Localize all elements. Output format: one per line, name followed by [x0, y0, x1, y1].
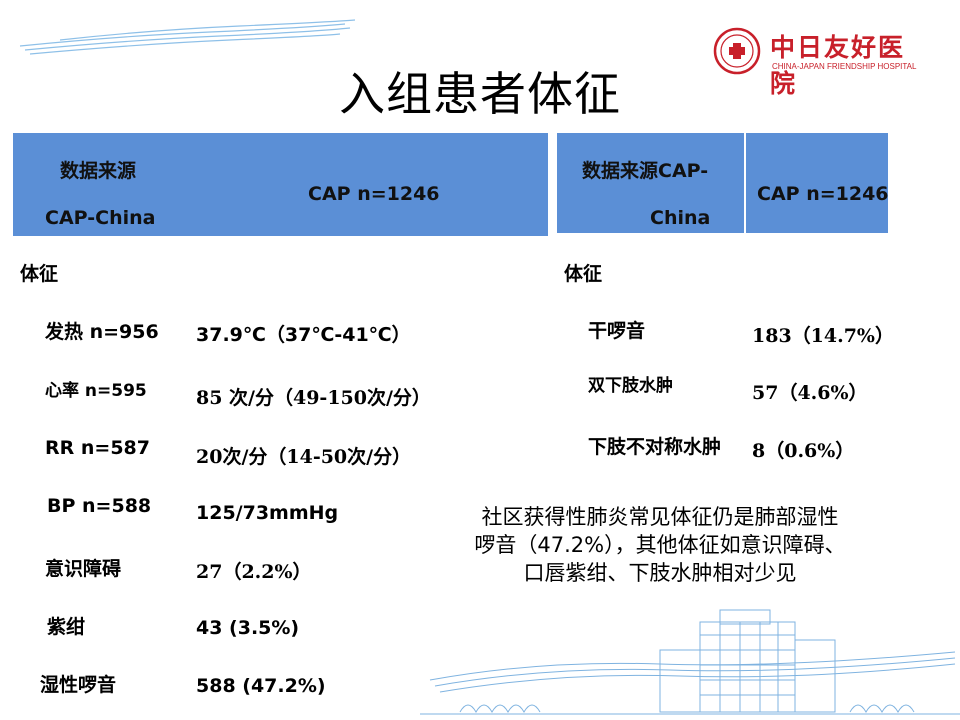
summary-note-line: 口唇紫绀、下肢水肿相对少见	[523, 561, 797, 585]
hospital-logo: 中日友好医院 CHINA-JAPAN FRIENDSHIP HOSPITAL	[712, 26, 927, 98]
left-header-source-line1: 数据来源	[60, 160, 137, 182]
left-row-label: 发热 n=956	[45, 321, 159, 343]
left-row-value: 27（2.2%）	[196, 561, 312, 583]
hospital-seal-icon	[713, 27, 761, 75]
left-row-value: 85 次/分（49-150次/分）	[196, 387, 431, 409]
left-header-cohort: CAP n=1246	[308, 183, 440, 205]
left-row-value: 588 (47.2%)	[196, 675, 326, 697]
left-row-value: 20次/分（14-50次/分）	[196, 446, 412, 468]
right-header-source-line1: 数据来源CAP-	[582, 160, 709, 182]
slide-title: 入组患者体征	[339, 67, 621, 121]
left-row-value: 43 (3.5%)	[196, 617, 300, 639]
right-row-label: 双下肢水肿	[588, 376, 673, 396]
right-row-value: 8（0.6%）	[752, 440, 855, 462]
left-header-source-line2: CAP-China	[45, 207, 156, 229]
right-row-label: 下肢不对称水肿	[588, 436, 722, 458]
left-row-label: BP n=588	[47, 495, 152, 517]
left-row-label: 心率 n=595	[45, 381, 147, 401]
summary-note-line: 社区获得性肺炎常见体征仍是肺部湿性	[481, 505, 839, 529]
right-header-divider	[744, 133, 746, 233]
left-row-label: 湿性啰音	[40, 674, 117, 696]
left-row-label: RR n=587	[45, 437, 150, 459]
left-row-label: 紫绀	[47, 616, 86, 638]
left-table-header	[13, 133, 548, 236]
right-row-label: 干啰音	[588, 320, 646, 342]
summary-note: 社区获得性肺炎常见体征仍是肺部湿性 啰音（47.2%），其他体征如意识障碍、 口…	[430, 503, 890, 587]
right-header-cohort: CAP n=1246	[757, 183, 889, 205]
hospital-building-decoration	[420, 609, 960, 715]
top-left-wave-decoration	[19, 19, 356, 55]
left-row-value: 125/73mmHg	[196, 502, 339, 524]
right-table-header	[557, 133, 888, 233]
right-section-label: 体征	[564, 263, 603, 285]
right-row-value: 57（4.6%）	[752, 382, 868, 404]
right-row-value: 183（14.7%）	[752, 325, 894, 347]
left-row-value: 37.9℃（37℃-41℃）	[196, 324, 411, 346]
summary-note-line: 啰音（47.2%），其他体征如意识障碍、	[474, 533, 846, 557]
left-row-label: 意识障碍	[45, 558, 122, 580]
logo-chinese-name: 中日友好医院	[770, 33, 906, 98]
logo-english-name: CHINA-JAPAN FRIENDSHIP HOSPITAL	[772, 62, 917, 71]
left-section-label: 体征	[20, 263, 59, 285]
right-header-source-line2: China	[650, 207, 711, 229]
